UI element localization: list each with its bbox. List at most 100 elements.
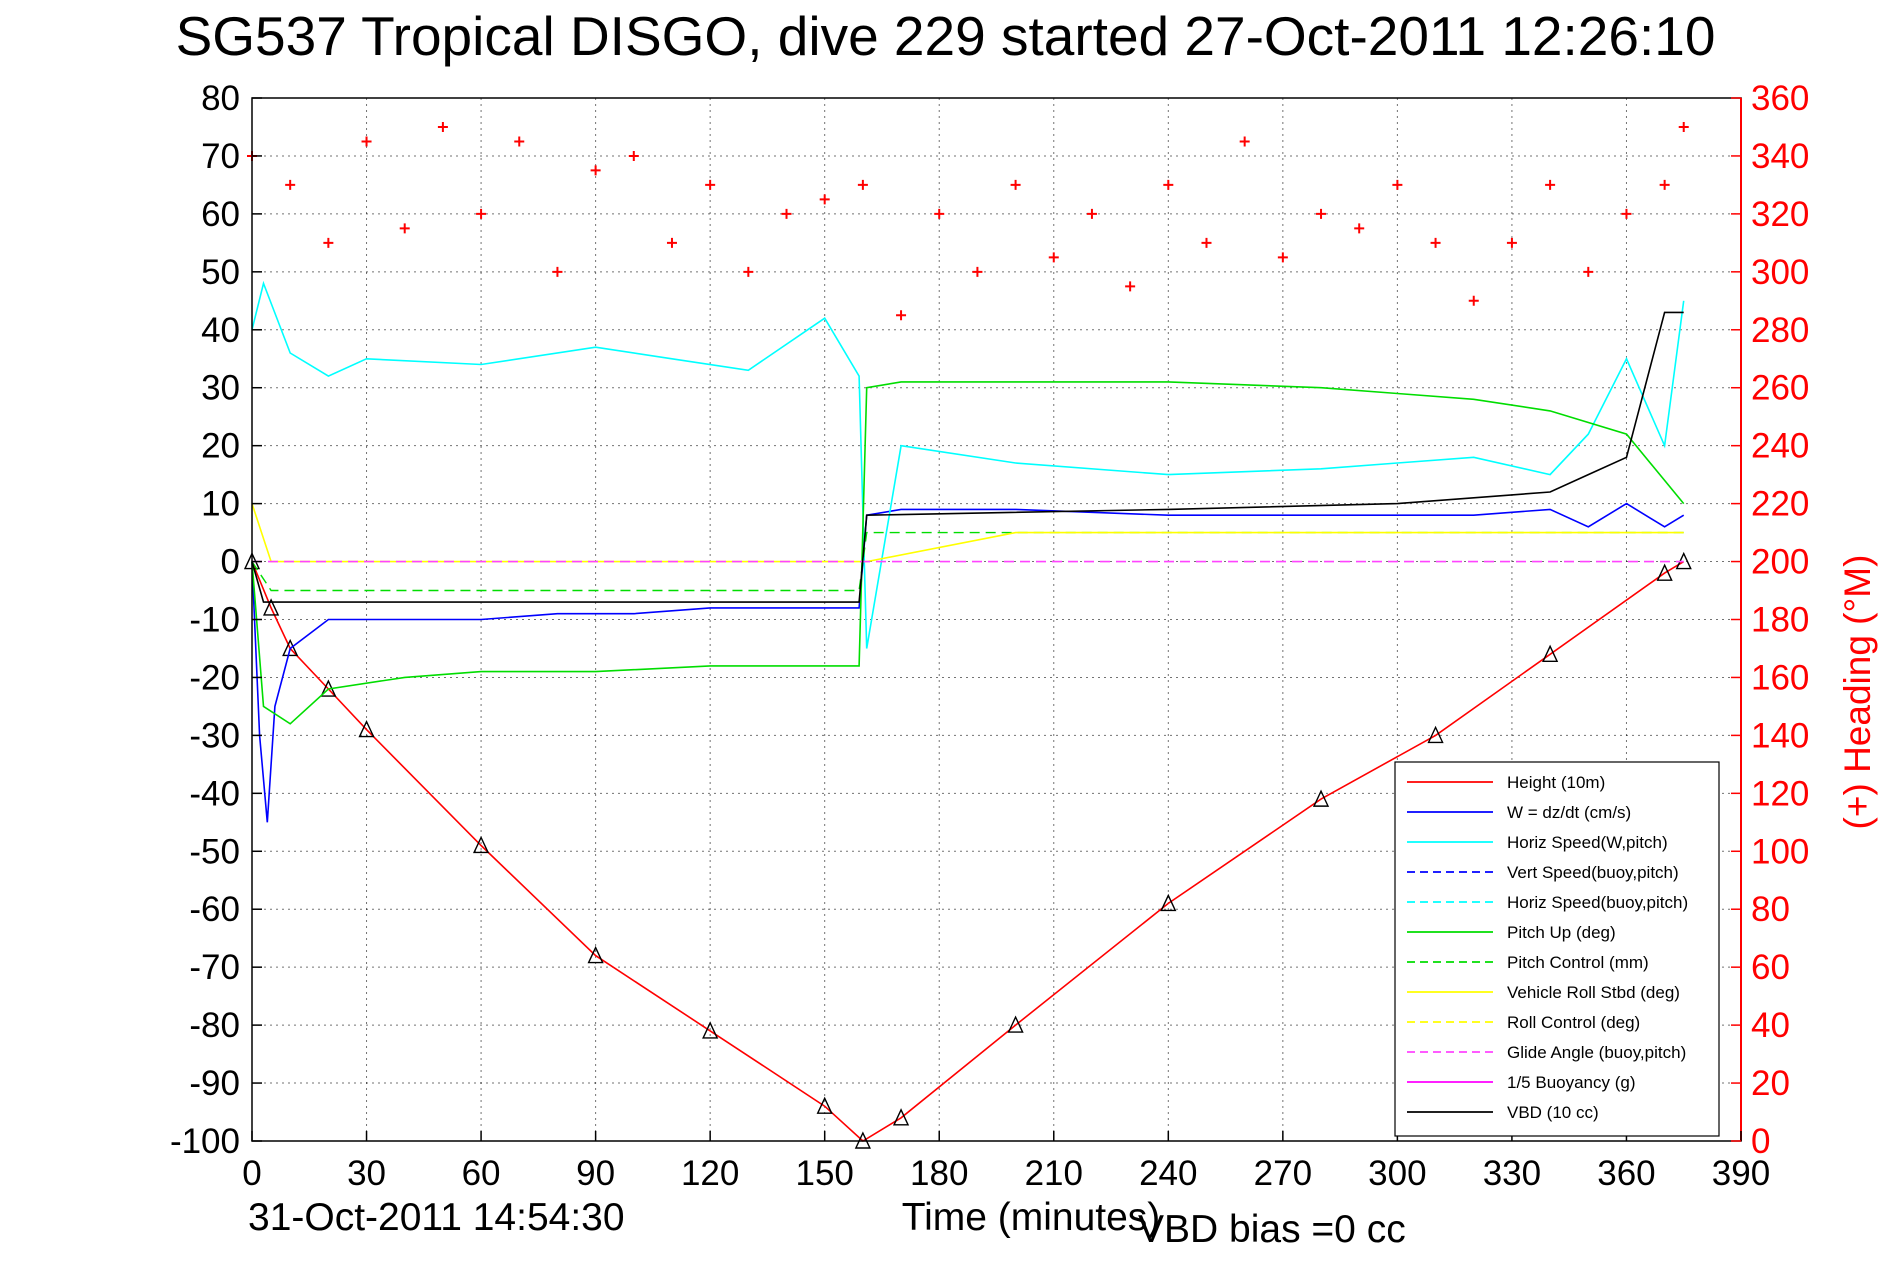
- legend-entry: Height (10m): [1507, 773, 1605, 792]
- heading-marker: [285, 179, 296, 190]
- heading-marker: [1583, 266, 1594, 277]
- heading-marker: [1239, 136, 1250, 147]
- heading-marker: [1048, 252, 1059, 263]
- legend-entry: Vehicle Roll Stbd (deg): [1507, 983, 1680, 1002]
- x-tick-label: 390: [1712, 1154, 1770, 1193]
- legend-entry: Glide Angle (buoy,pitch): [1507, 1043, 1686, 1062]
- heading-marker: [476, 208, 487, 219]
- y-tick-label-right: 60: [1751, 948, 1790, 987]
- y-axis-right-label: (+) Heading (°M): [1837, 554, 1878, 830]
- heading-marker: [1010, 179, 1021, 190]
- y-tick-label-left: -90: [189, 1064, 240, 1103]
- y-tick-label-left: -50: [189, 832, 240, 871]
- y-tick-label-left: -80: [189, 1006, 240, 1045]
- series-height-10m: [251, 560, 1685, 1142]
- legend-entry: VBD (10 cc): [1507, 1103, 1599, 1122]
- legend-entry: W = dz/dt (cm/s): [1507, 803, 1631, 822]
- legend-entry: Roll Control (deg): [1507, 1013, 1640, 1032]
- y-tick-label-left: 20: [201, 427, 240, 466]
- height-marker: [1007, 1015, 1024, 1033]
- legend-entry: Pitch Up (deg): [1507, 923, 1616, 942]
- heading-marker: [1545, 179, 1556, 190]
- height-marker: [358, 719, 375, 738]
- x-tick-label: 30: [347, 1154, 386, 1193]
- y-tick-label-right: 180: [1751, 601, 1809, 640]
- x-axis: 0 30 60 90 120 150 180 210 240 270 300 330 360 390: [242, 1131, 1770, 1193]
- heading-marker: [1621, 208, 1632, 219]
- height-marker: [282, 638, 299, 657]
- y-tick-label-left: -20: [189, 658, 240, 697]
- heading-marker: [1468, 295, 1479, 306]
- heading-marker: [972, 266, 983, 277]
- series-pitch-up-deg: [251, 381, 1685, 725]
- chart-title: SG537 Tropical DISGO, dive 229 started 2…: [175, 5, 1716, 67]
- heading-marker: [590, 165, 601, 176]
- y-tick-label-right: 320: [1751, 195, 1809, 234]
- legend-entry: 1/5 Buoyancy (g): [1507, 1073, 1636, 1092]
- y-tick-label-right: 220: [1751, 485, 1809, 524]
- legend-entry: Vert Speed(buoy,pitch): [1507, 863, 1679, 882]
- y-tick-label-left: -30: [189, 716, 240, 755]
- height-marker: [587, 945, 604, 964]
- series-horiz-speed-w-pitch: [251, 280, 1685, 649]
- heading-marker: [1125, 281, 1136, 292]
- legend-box: [1394, 761, 1720, 1137]
- height-marker: [1542, 644, 1559, 662]
- heading-marker: [705, 179, 716, 190]
- legend-entry: Pitch Control (mm): [1507, 953, 1649, 972]
- heading-marker: [743, 266, 754, 277]
- series-w-dz-dt-cm-s: [251, 502, 1685, 823]
- y-tick-label-right: 20: [1751, 1064, 1790, 1103]
- footer-date: 31-Oct-2011 14:54:30: [248, 1196, 625, 1239]
- y-tick-label-right: 300: [1751, 253, 1809, 292]
- x-tick-label: 120: [681, 1154, 739, 1193]
- x-tick-label: 210: [1025, 1154, 1083, 1193]
- height-marker: [1312, 789, 1330, 807]
- y-tick-label-right: 140: [1751, 716, 1809, 755]
- heading-marker: [1659, 179, 1670, 190]
- heading-marker: [514, 136, 525, 147]
- y-tick-label-right: 340: [1751, 137, 1809, 176]
- heading-marker: [1086, 208, 1097, 219]
- heading-marker: [1201, 237, 1212, 248]
- heading-marker: [857, 179, 868, 190]
- x-tick-label: 270: [1254, 1154, 1312, 1193]
- legend-entry: Horiz Speed(buoy,pitch): [1507, 893, 1688, 912]
- y-tick-label-right: 260: [1751, 369, 1809, 408]
- y-tick-label-right: 40: [1751, 1006, 1790, 1045]
- y-tick-label-right: 100: [1751, 832, 1809, 871]
- y-tick-label-left: 80: [201, 79, 240, 118]
- heading-marker: [552, 266, 563, 277]
- heading-marker: [666, 237, 677, 248]
- height-marker: [472, 835, 490, 854]
- heading-marker: [1430, 237, 1441, 248]
- y-tick-label-right: 280: [1751, 311, 1809, 350]
- y-tick-label-left: 0: [221, 543, 240, 582]
- heading-marker: [361, 136, 372, 147]
- x-tick-label: 360: [1597, 1154, 1655, 1193]
- heading-marker: [1678, 121, 1689, 132]
- heading-marker: [896, 310, 907, 321]
- heading-marker: [437, 121, 448, 132]
- x-tick-label: 90: [576, 1154, 615, 1193]
- y-tick-label-right: 360: [1751, 79, 1809, 118]
- y-tick-label-left: 50: [201, 253, 240, 292]
- height-marker: [1427, 725, 1444, 744]
- y-tick-label-left: 40: [201, 311, 240, 350]
- y-tick-label-left: 10: [201, 485, 240, 524]
- y-tick-label-right: 80: [1751, 890, 1790, 929]
- height-marker: [262, 598, 280, 616]
- y-tick-label-left: 70: [201, 137, 240, 176]
- x-tick-label: 180: [910, 1154, 968, 1193]
- legend: Height (10m) W = dz/dt (cm/s) Horiz Speed(…: [1394, 761, 1720, 1137]
- x-tick-label: 300: [1368, 1154, 1426, 1193]
- y-axis-left: 80 70 60 50 40 30 20 10 0 -10 -20 -30 -40 -50 -60 -70 -8…: [170, 79, 262, 1161]
- legend-entry: Horiz Speed(W,pitch): [1507, 833, 1668, 852]
- heading-marker: [1316, 208, 1327, 219]
- x-axis-label: Time (minutes): [901, 1196, 1161, 1239]
- y-axis-right: 3603403203002802602402202001801601401201…: [1731, 79, 1809, 1161]
- height-marker: [1656, 563, 1673, 581]
- height-marker: [702, 1021, 719, 1039]
- heading-marker: [1506, 237, 1517, 248]
- series-layer: [243, 121, 1692, 1149]
